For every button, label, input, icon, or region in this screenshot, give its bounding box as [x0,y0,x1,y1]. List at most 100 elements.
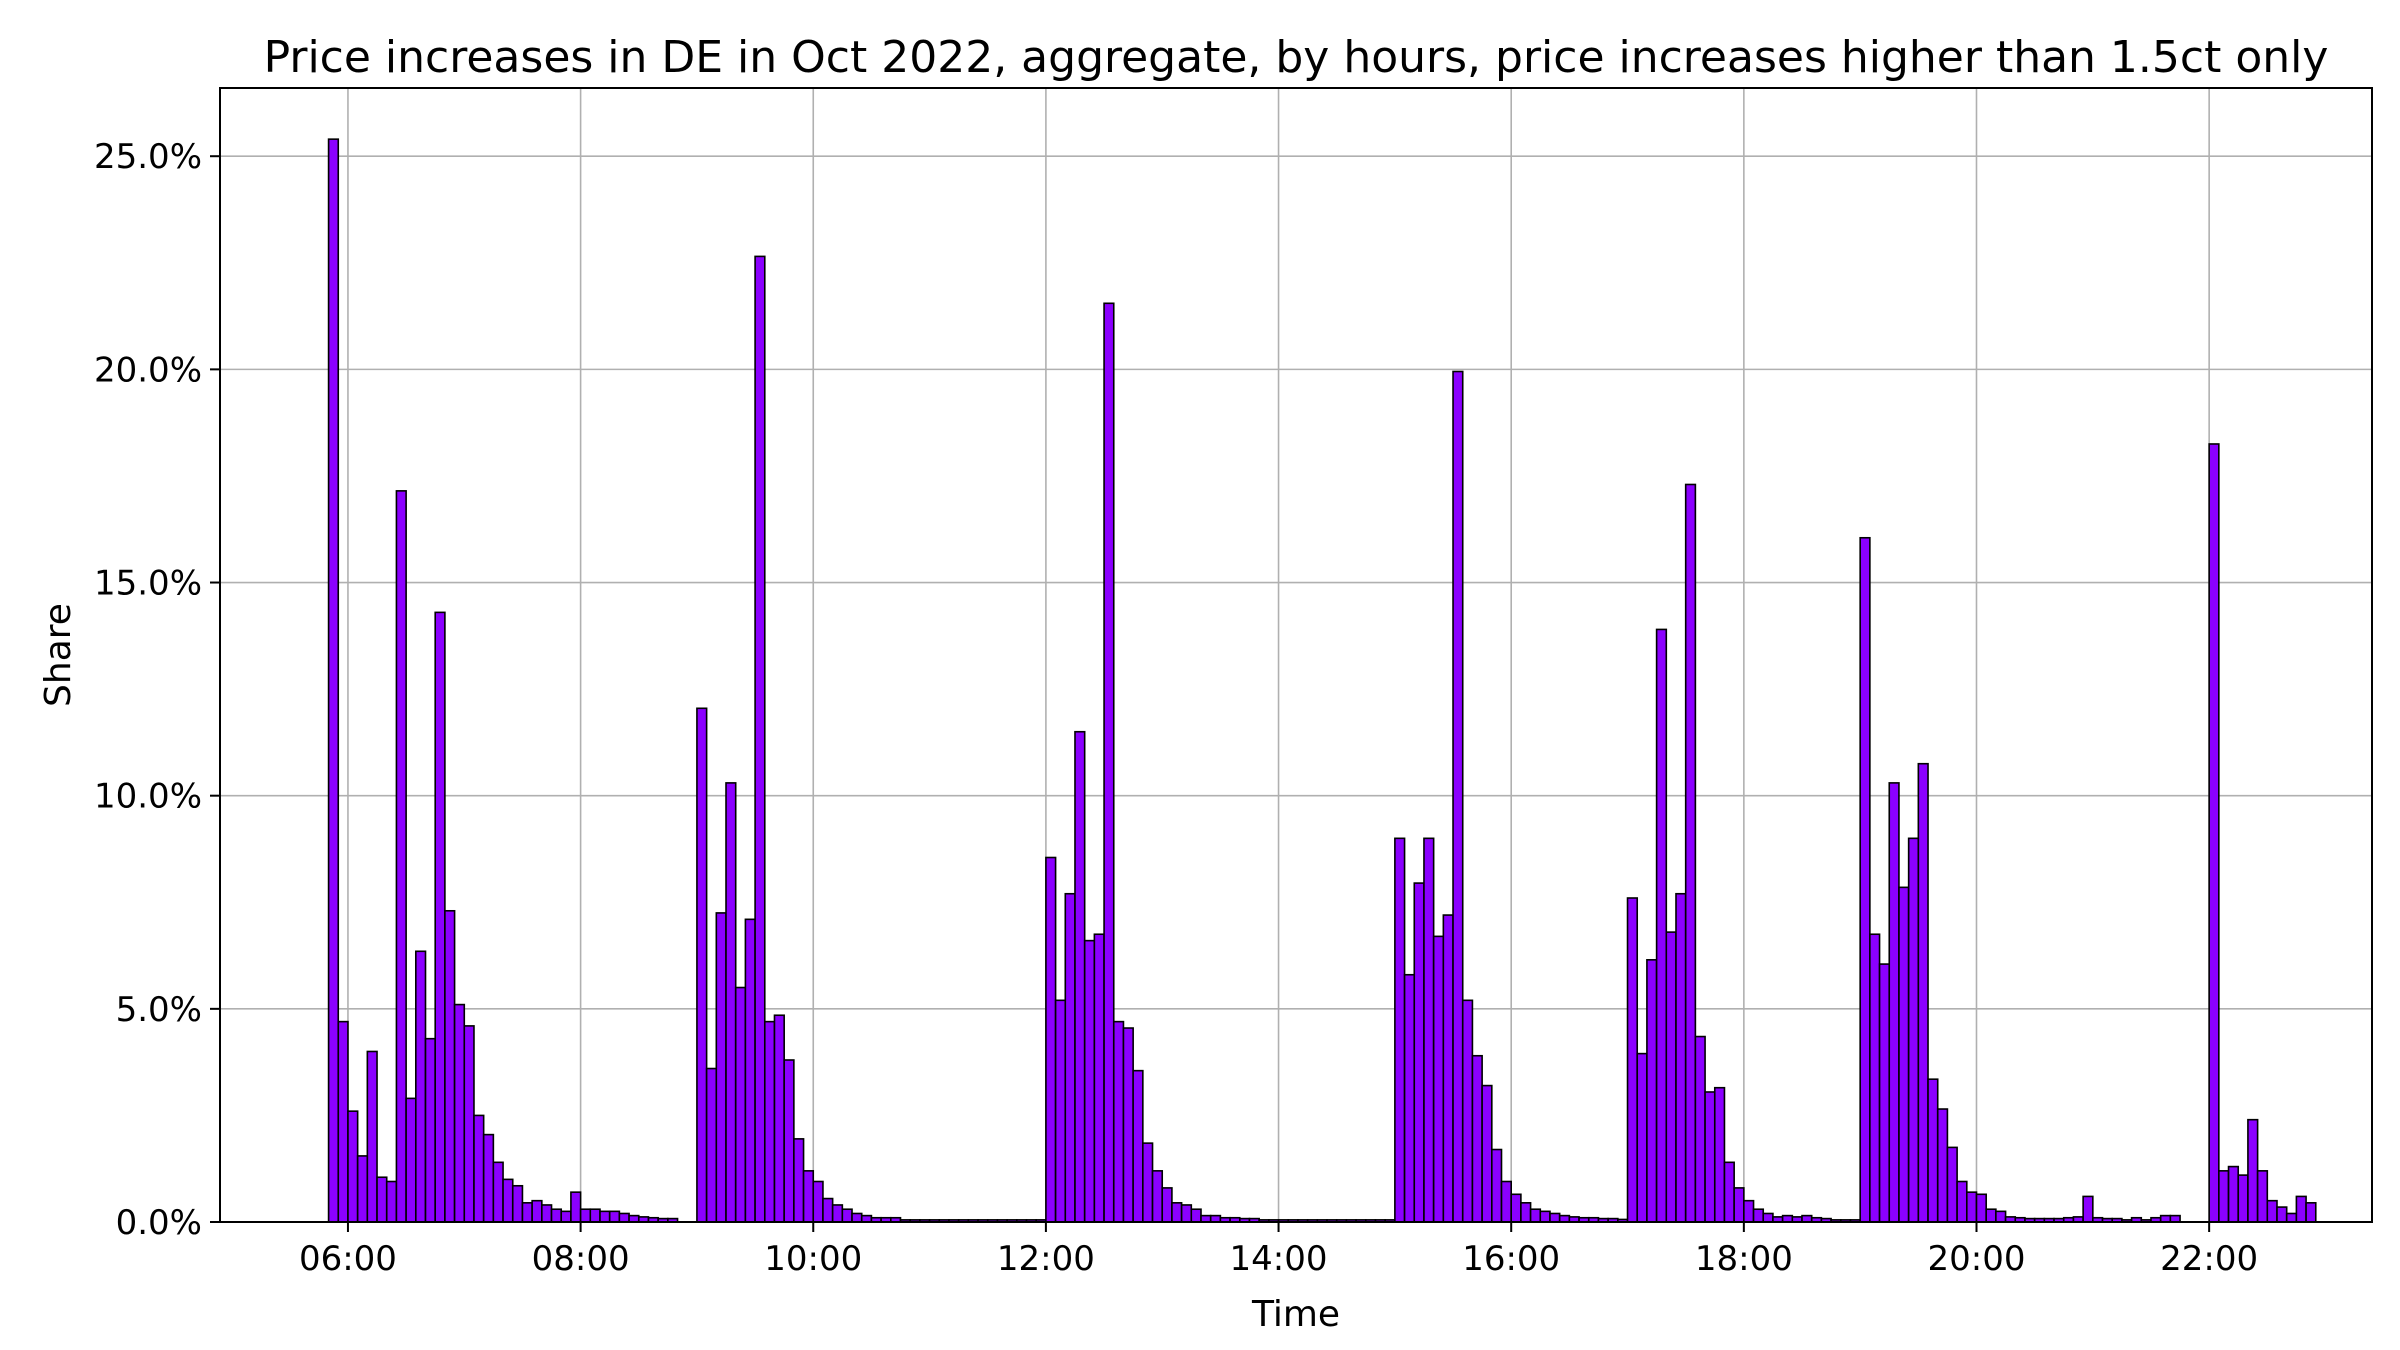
histogram-bar [2305,1202,2317,1223]
histogram-bar [1665,931,1677,1223]
histogram-bar [1520,1202,1532,1223]
histogram-bar [851,1212,863,1223]
histogram-bar [1684,483,1697,1223]
histogram-bar [1064,892,1076,1223]
histogram-bar [1917,762,1929,1223]
histogram-bar [541,1204,553,1223]
histogram-bar [744,918,756,1223]
histogram-bar [1869,933,1881,1223]
histogram-bar [521,1202,533,1223]
histogram-bar [434,611,446,1223]
histogram-bar [366,1050,378,1223]
histogram-bar [589,1208,601,1223]
x-tick-label: 08:00 [532,1239,630,1279]
histogram-bar [783,1059,795,1223]
histogram-bar [1626,897,1639,1223]
histogram-bar [415,950,427,1223]
histogram-bar [1471,1054,1483,1223]
histogram-bar [831,1204,844,1223]
histogram-bar [2276,1206,2288,1223]
histogram-bar [1743,1199,1755,1223]
histogram-bar [1510,1193,1522,1223]
tick-layer: 06:00 08:00 10:00 12:00 14:00 16:00 18:00 20:00… [94,137,2258,1279]
histogram-bar [1394,837,1406,1223]
histogram-bar [550,1208,563,1223]
histogram-bar [1655,628,1668,1223]
histogram-bar [754,255,766,1223]
histogram-bar [1122,1027,1134,1223]
histogram-bar [482,1133,495,1223]
histogram-bar [2256,1170,2269,1223]
y-tick-label: 0.0% [116,1203,202,1243]
y-axis-label: Share [38,603,79,707]
histogram-bar [793,1138,805,1223]
histogram-bar [385,1180,398,1223]
histogram-bar [405,1097,417,1223]
x-tick-label: 20:00 [1928,1239,2026,1279]
histogram-bar [2208,443,2220,1223]
x-axis-label: Time [1251,1294,1340,1335]
histogram-bar [1752,1208,1765,1223]
histogram-bar [1762,1212,1774,1223]
x-tick-label: 06:00 [299,1239,397,1279]
histogram-bar [1985,1208,1997,1223]
histogram-bar [2295,1195,2307,1223]
histogram-bar [822,1197,834,1223]
histogram-bar [560,1210,572,1223]
histogram-bar [1423,837,1435,1223]
histogram-bar [1713,1086,1726,1223]
histogram-bar [1481,1084,1493,1223]
x-tick-label: 22:00 [2160,1239,2258,1279]
histogram-bar [1093,933,1105,1223]
histogram-bar [1859,536,1871,1223]
histogram-bar [1403,973,1416,1223]
histogram-bar [1733,1187,1745,1223]
histogram-bar [1946,1146,1958,1223]
histogram-bar [424,1037,437,1223]
histogram-bar [725,782,737,1223]
histogram-bar [1966,1191,1978,1223]
histogram-bar [1898,886,1910,1223]
histogram-bar [734,986,747,1223]
histogram-bar [1995,1210,2007,1223]
histogram-bar [1539,1210,1551,1223]
histogram-bar [1161,1187,1173,1223]
histogram-bar [715,912,727,1223]
histogram-bar [327,138,340,1223]
x-tick-label: 18:00 [1695,1239,1793,1279]
histogram-bar [599,1210,611,1223]
histogram-bar [356,1155,369,1223]
histogram-bar [1927,1078,1939,1223]
histogram-bar [1675,892,1687,1223]
histogram-bar [1888,782,1900,1223]
histogram-bar [1694,1035,1706,1223]
histogram-bar [1878,963,1891,1223]
histogram-bar [1190,1208,1202,1223]
histogram-bar [608,1210,621,1223]
histogram-bar [773,1014,785,1223]
x-tick-label: 12:00 [997,1239,1095,1279]
histogram-bar [1956,1180,1968,1223]
histogram-bar [1646,959,1658,1223]
histogram-bar [1413,882,1425,1223]
histogram-bar [376,1176,388,1223]
histogram-bar [2285,1212,2298,1223]
histogram-bar [1549,1212,1561,1223]
histogram-bar [473,1114,485,1223]
histogram-bar [2227,1165,2240,1223]
histogram-bar [1045,856,1057,1223]
y-tick-label: 5.0% [116,990,202,1030]
histogram-bar [395,490,407,1223]
histogram-bar [502,1178,514,1223]
histogram-bar [841,1208,853,1223]
histogram-bar [1452,370,1464,1223]
histogram-bar [463,1025,475,1223]
histogram-bar [2266,1199,2278,1223]
histogram-bar [531,1199,543,1223]
histogram-bar [763,1020,776,1223]
y-tick-label: 15.0% [94,564,202,604]
histogram-bar [1907,837,1920,1223]
